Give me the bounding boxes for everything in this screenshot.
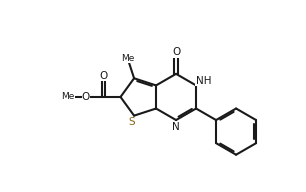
Text: NH: NH [196, 76, 211, 86]
Text: Me: Me [121, 54, 134, 63]
Text: O: O [99, 71, 107, 81]
Text: N: N [172, 122, 180, 132]
Text: O: O [82, 92, 90, 102]
Text: O: O [172, 47, 180, 57]
Text: S: S [129, 117, 135, 127]
Text: Me: Me [61, 93, 74, 101]
